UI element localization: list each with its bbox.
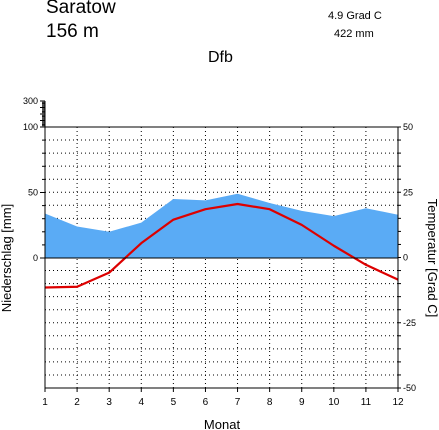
precipitation-area bbox=[45, 193, 398, 258]
x-tick-label: 6 bbox=[203, 397, 209, 408]
annual-precipitation: 422 mm bbox=[334, 28, 374, 40]
x-tick-label: 1 bbox=[42, 397, 48, 408]
x-tick-label: 8 bbox=[267, 397, 273, 408]
left-tick-label: 100 bbox=[23, 122, 38, 132]
x-tick-label: 7 bbox=[235, 397, 241, 408]
x-tick-label: 10 bbox=[328, 397, 340, 408]
x-tick-label: 9 bbox=[299, 397, 305, 408]
left-tick-label: 0 bbox=[33, 253, 38, 263]
station-elevation: 156 m bbox=[46, 21, 99, 42]
left-tick-label: 300 bbox=[23, 96, 38, 106]
x-tick-label: 2 bbox=[74, 397, 80, 408]
right-tick-label: 50 bbox=[403, 122, 413, 132]
right-tick-label: -25 bbox=[403, 318, 416, 328]
right-tick-label: -50 bbox=[403, 383, 416, 393]
x-tick-label: 12 bbox=[392, 397, 404, 408]
left-tick-label: 50 bbox=[28, 188, 38, 198]
right-tick-label: 0 bbox=[403, 253, 408, 263]
station-name: Saratow bbox=[46, 0, 116, 18]
climate-class: Dfb bbox=[208, 49, 233, 66]
left-axis-label: Niederschlag [mm] bbox=[0, 204, 14, 312]
right-tick-label: 25 bbox=[403, 187, 413, 197]
temperature-line bbox=[44, 202, 399, 289]
mean-temperature: 4.9 Grad C bbox=[328, 10, 382, 22]
x-tick-label: 11 bbox=[361, 397, 372, 408]
x-tick-label: 5 bbox=[171, 397, 177, 408]
right-axis-label: Temperatur [Grad C] bbox=[425, 199, 439, 318]
x-axis-label: Monat bbox=[204, 417, 241, 430]
x-tick-label: 4 bbox=[138, 397, 144, 408]
x-tick-label: 3 bbox=[106, 397, 112, 408]
